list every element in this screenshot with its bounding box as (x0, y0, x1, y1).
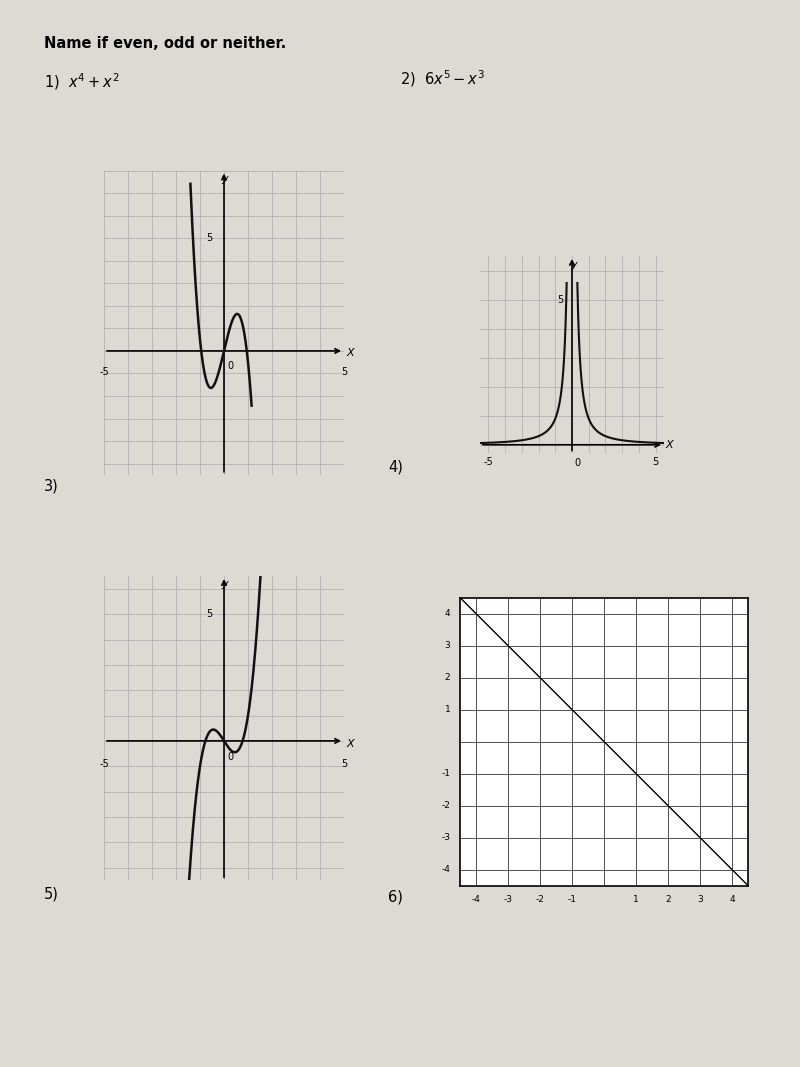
Text: 4: 4 (445, 609, 450, 618)
Text: -4: -4 (442, 865, 450, 874)
Text: 5: 5 (206, 234, 212, 243)
Text: -5: -5 (99, 367, 109, 378)
Text: 5): 5) (44, 887, 59, 902)
Text: 1: 1 (633, 895, 639, 904)
Text: X: X (346, 349, 354, 359)
Text: 5: 5 (341, 367, 347, 378)
Text: 4): 4) (388, 460, 403, 475)
Text: 3: 3 (697, 895, 703, 904)
Text: 4: 4 (729, 895, 735, 904)
Text: Name if even, odd or neither.: Name if even, odd or neither. (44, 36, 286, 51)
Text: X: X (346, 738, 354, 749)
Text: y: y (570, 260, 577, 270)
Text: -2: -2 (442, 801, 450, 810)
Text: -2: -2 (535, 895, 545, 904)
Text: 0: 0 (574, 458, 581, 467)
Text: 5: 5 (341, 760, 347, 769)
Text: 1: 1 (445, 705, 450, 714)
Text: 1)  $x^4+x^2$: 1) $x^4+x^2$ (44, 71, 119, 92)
Text: 2: 2 (445, 673, 450, 682)
Text: 3): 3) (44, 479, 58, 494)
Text: 5: 5 (653, 457, 658, 467)
Text: 2)  $6x^5-x^3$: 2) $6x^5-x^3$ (400, 68, 485, 89)
Text: X: X (666, 440, 674, 450)
Text: 0: 0 (227, 752, 234, 762)
Text: 5: 5 (206, 609, 212, 619)
Text: -1: -1 (567, 895, 577, 904)
Text: -5: -5 (99, 760, 109, 769)
Text: y: y (222, 174, 228, 185)
Text: y: y (222, 579, 228, 589)
Text: -3: -3 (442, 833, 450, 842)
Text: 3: 3 (445, 641, 450, 650)
Text: 6): 6) (388, 890, 403, 905)
Text: -4: -4 (471, 895, 481, 904)
Text: 5: 5 (557, 294, 563, 304)
Text: 2: 2 (665, 895, 671, 904)
Text: -5: -5 (483, 457, 494, 467)
Text: -3: -3 (503, 895, 513, 904)
Text: 0: 0 (227, 361, 234, 371)
Text: -1: -1 (442, 769, 450, 778)
